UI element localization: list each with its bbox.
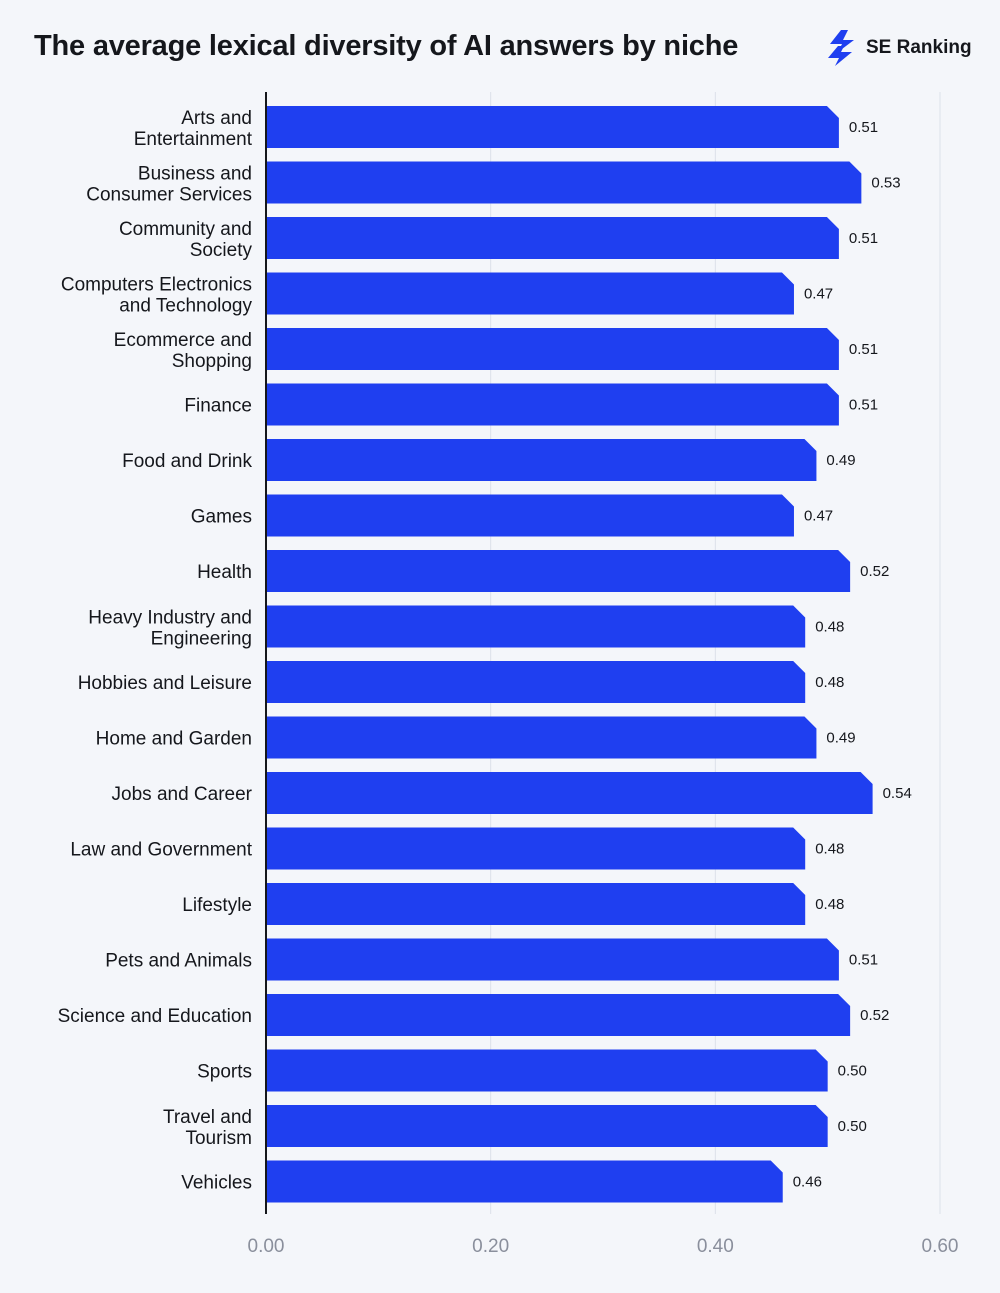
x-tick-label: 0.40 (697, 1236, 734, 1257)
value-label: 0.50 (838, 1118, 867, 1135)
value-label: 0.49 (826, 730, 855, 747)
bars (266, 106, 873, 1203)
category-label: Computers Electronics and Technology (61, 275, 253, 317)
bar (266, 272, 794, 315)
category-label-line: Computers Electronics (61, 275, 252, 296)
category-label: Hobbies and Leisure (78, 673, 252, 694)
category-label: Finance (184, 396, 252, 417)
value-label: 0.53 (871, 175, 900, 192)
category-label-line: Community and (119, 219, 252, 240)
x-axis-ticks: 0.00 0.20 0.40 0.60 (248, 1236, 959, 1257)
category-label-line: Society (190, 240, 253, 261)
category-label: Community and Society (119, 219, 253, 261)
value-label: 0.51 (849, 952, 878, 969)
bar (266, 1049, 828, 1092)
bar (266, 1160, 783, 1203)
category-label-line: Shopping (172, 351, 252, 372)
bar (266, 605, 806, 648)
value-label: 0.48 (815, 896, 844, 913)
value-label: 0.51 (849, 397, 878, 414)
category-label: Science and Education (58, 1006, 252, 1027)
category-label-line: Arts and (181, 108, 252, 129)
value-label: 0.54 (883, 785, 912, 802)
value-label: 0.50 (838, 1063, 867, 1080)
category-label-line: Heavy Industry and (88, 608, 252, 629)
bar (266, 938, 839, 981)
category-label: Home and Garden (96, 729, 252, 750)
bar (266, 328, 839, 370)
bar (266, 106, 839, 148)
value-label: 0.46 (793, 1174, 822, 1191)
lightning-bolt-icon (828, 30, 854, 66)
brand-logo: SE Ranking (826, 30, 972, 66)
category-label-line: Ecommerce and (114, 330, 252, 351)
category-label: Arts and Entertainment (134, 108, 253, 150)
brand-name: SE Ranking (866, 37, 972, 58)
category-label: Travel and Tourism (163, 1107, 252, 1149)
category-label: Ecommerce and Shopping (114, 330, 252, 372)
category-label-line: Tourism (185, 1128, 252, 1149)
category-label-line: Engineering (151, 629, 252, 650)
bar (266, 772, 873, 814)
bar (266, 161, 862, 204)
category-label: Games (191, 507, 252, 528)
category-label: Business and Consumer Services (86, 164, 252, 206)
x-tick-label: 0.60 (922, 1236, 959, 1257)
category-labels: Arts and Entertainment Business and Consume… (58, 108, 253, 1194)
bar (266, 550, 851, 592)
value-label: 0.48 (815, 674, 844, 691)
category-label: Health (197, 562, 252, 583)
category-label-line: Consumer Services (86, 185, 252, 206)
bar (266, 883, 806, 925)
category-label: Law and Government (70, 840, 252, 861)
bar (266, 494, 794, 537)
value-label: 0.48 (815, 619, 844, 636)
x-tick-label: 0.00 (248, 1236, 285, 1257)
bar (266, 439, 817, 481)
value-label: 0.49 (826, 452, 855, 469)
bar (266, 661, 806, 703)
category-label: Sports (197, 1062, 252, 1083)
value-label: 0.51 (849, 230, 878, 247)
bar (266, 994, 851, 1036)
category-label: Pets and Animals (105, 951, 252, 972)
category-label: Jobs and Career (112, 784, 253, 805)
bar (266, 217, 839, 259)
value-label: 0.51 (849, 341, 878, 358)
value-label: 0.52 (860, 1007, 889, 1024)
bar (266, 827, 806, 870)
category-label: Food and Drink (122, 451, 252, 472)
value-label: 0.51 (849, 119, 878, 136)
value-label: 0.47 (804, 286, 833, 303)
category-label-line: Business and (138, 164, 252, 185)
value-label: 0.47 (804, 508, 833, 525)
category-label-line: and Technology (119, 296, 252, 317)
category-label: Heavy Industry and Engineering (88, 608, 252, 650)
value-label: 0.52 (860, 563, 889, 580)
chart-title: The average lexical diversity of AI answ… (34, 30, 739, 62)
x-tick-label: 0.20 (472, 1236, 509, 1257)
value-labels: 0.51 0.53 0.51 0.47 0.51 0.51 0.49 0.47 0.52 0.48… (793, 119, 912, 1191)
category-label: Lifestyle (182, 895, 252, 916)
category-label: Vehicles (181, 1173, 252, 1194)
value-label: 0.48 (815, 841, 844, 858)
grid-lines (490, 92, 941, 1214)
category-label-line: Travel and (163, 1107, 252, 1128)
bar (266, 716, 817, 759)
bar (266, 383, 839, 426)
bar (266, 1105, 828, 1147)
category-label-line: Entertainment (134, 129, 253, 150)
